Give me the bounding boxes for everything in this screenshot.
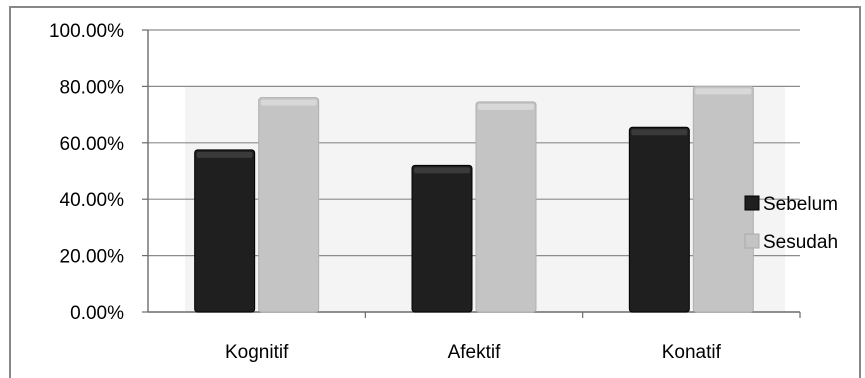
bars: [194, 85, 754, 313]
y-tick-labels: 0.00% 20.00% 40.00% 60.00% 80.00% 100.00%: [49, 21, 124, 324]
bar-top-highlight: [414, 167, 470, 174]
y-tick-label: 60.00%: [60, 134, 125, 155]
legend: Sebelum Sesudah: [744, 194, 838, 253]
x-tick-label-afektif: Afektif: [448, 342, 502, 363]
y-tick-label: 20.00%: [60, 247, 125, 268]
legend-swatch: [744, 233, 760, 249]
bar-top-highlight: [478, 103, 534, 110]
x-tick-label-kognitif: Kognitif: [225, 342, 289, 363]
bar-body: [411, 164, 473, 313]
legend-label: Sesudah: [763, 232, 838, 253]
bar-sesudah-kognitif: [258, 97, 320, 313]
x-tick-label-konatif: Konatif: [662, 342, 722, 363]
bar-body: [194, 149, 256, 313]
y-tick-label: 40.00%: [60, 190, 125, 211]
x-tick-labels: Kognitif Afektif Konatif: [225, 342, 722, 363]
bar-body: [628, 126, 690, 313]
bar-top-highlight: [196, 151, 253, 158]
gridlines: [148, 29, 800, 257]
axes: [142, 29, 801, 318]
bar-sebelum-afektif: [411, 164, 473, 313]
legend-swatch: [744, 195, 760, 211]
bar-sebelum-konatif: [628, 126, 690, 313]
bar-body: [475, 101, 537, 313]
y-tick-label: 0.00%: [70, 303, 124, 324]
legend-label: Sebelum: [763, 194, 838, 215]
bar-sesudah-afektif: [475, 101, 537, 313]
legend-item-sesudah: Sesudah: [744, 232, 838, 253]
bar-body: [258, 97, 320, 313]
bar-sebelum-kognitif: [194, 149, 256, 313]
y-tick-label: 100.00%: [49, 21, 124, 42]
legend-item-sebelum: Sebelum: [744, 194, 838, 215]
bar-top-highlight: [631, 129, 688, 136]
y-tick-label: 80.00%: [60, 77, 125, 98]
bar-sesudah-konatif: [692, 85, 754, 313]
bar-top-highlight: [260, 99, 317, 106]
bar-body: [692, 85, 754, 313]
bar-top-highlight: [695, 88, 752, 95]
